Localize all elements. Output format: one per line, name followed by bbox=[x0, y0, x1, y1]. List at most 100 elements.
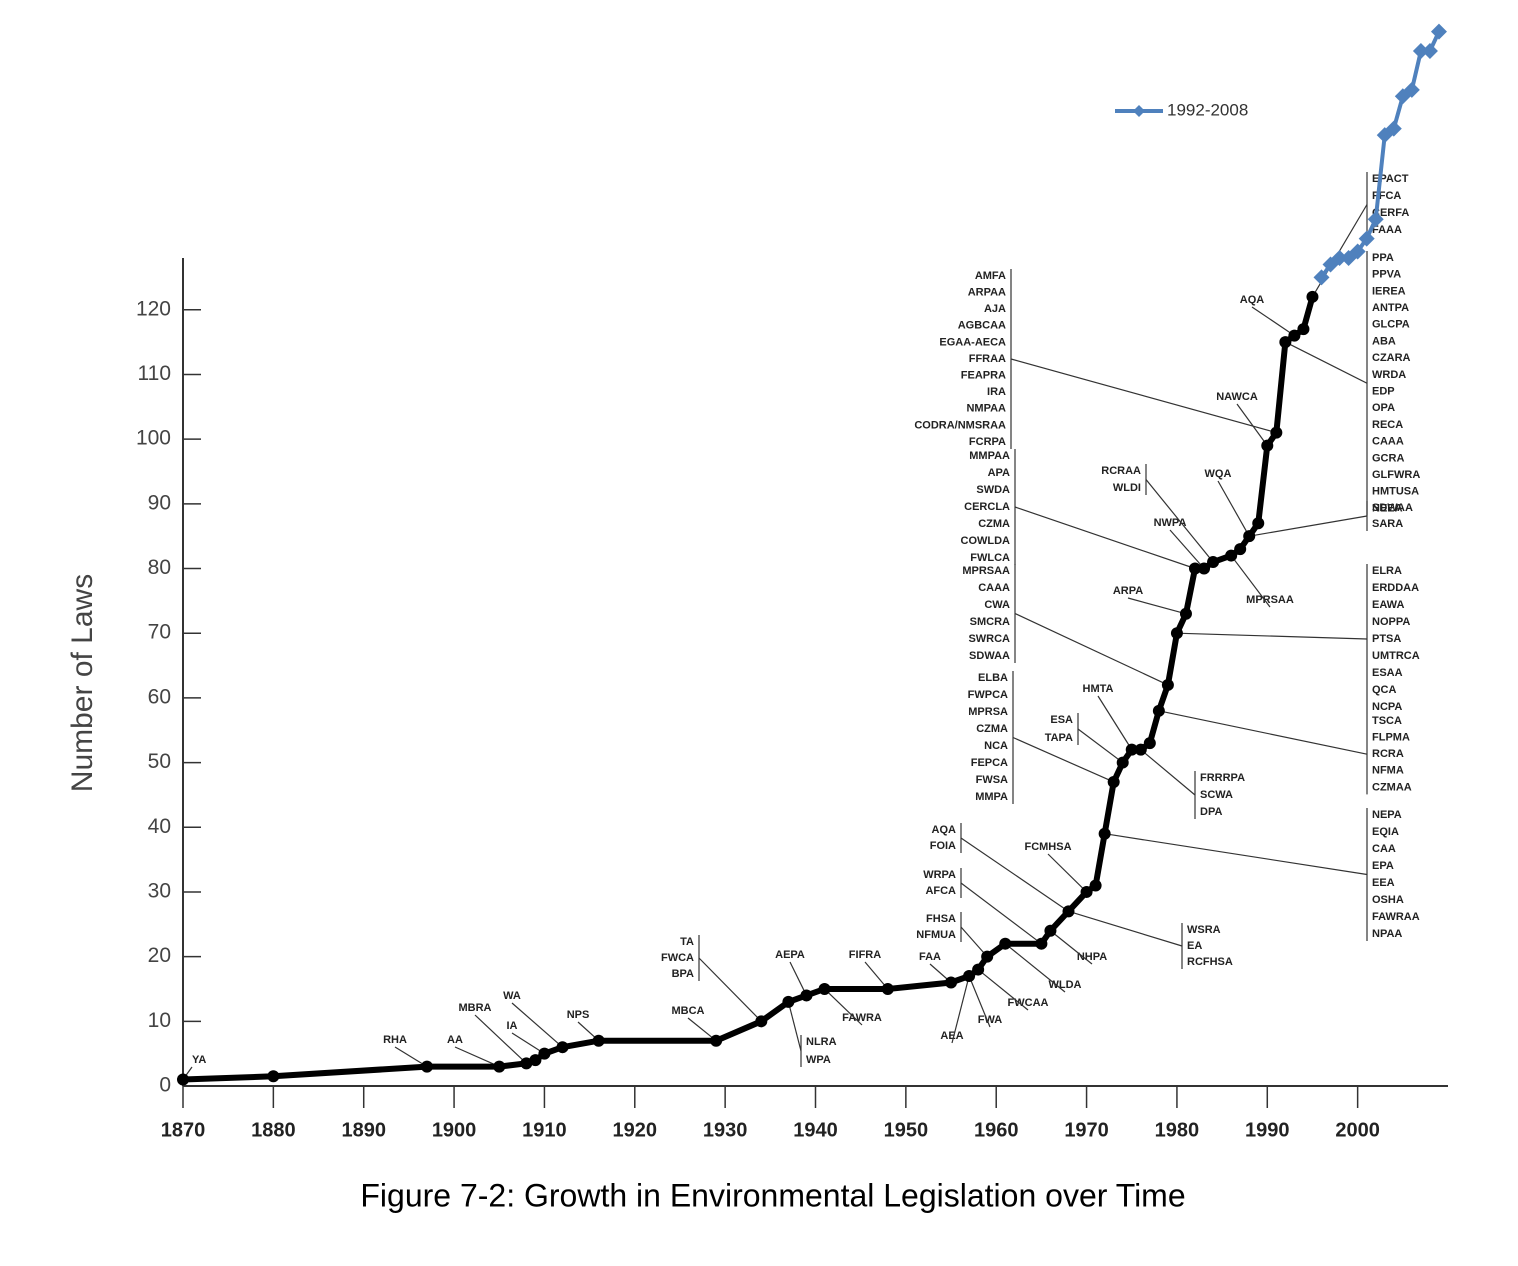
annotation-label: ERDDAA bbox=[1372, 582, 1419, 594]
annotation-label: GLCPA bbox=[1372, 319, 1410, 331]
annotation-label: FLPMA bbox=[1372, 732, 1410, 744]
annotation-label: PTSA bbox=[1372, 633, 1401, 645]
annotation-label: RHA bbox=[383, 1034, 407, 1046]
annotation-label: ANTPA bbox=[1372, 302, 1409, 314]
annotation-label: WPA bbox=[806, 1054, 831, 1066]
point bbox=[1062, 905, 1075, 918]
point bbox=[1035, 937, 1048, 950]
y-tick-label: 40 bbox=[148, 815, 171, 838]
annotation-label: NHPA bbox=[1077, 951, 1107, 963]
point bbox=[1170, 627, 1183, 640]
x-tick-label: 1940 bbox=[793, 1119, 838, 1141]
annotation-label: NFMA bbox=[1372, 765, 1404, 777]
annotation-label: WSRA bbox=[1187, 924, 1221, 936]
annotation-label: FFRAA bbox=[969, 353, 1006, 365]
point bbox=[818, 982, 831, 995]
series-line bbox=[1319, 30, 1441, 279]
point bbox=[1089, 879, 1102, 892]
annotation-label: EAWA bbox=[1372, 599, 1404, 611]
annotation-label: FIFRA bbox=[849, 949, 881, 961]
annotation-leader bbox=[1010, 358, 1277, 434]
annotation-leader bbox=[977, 969, 1029, 1011]
y-tick-label: 90 bbox=[148, 491, 171, 514]
annotation-leader bbox=[824, 988, 863, 1026]
annotation-label: MBRA bbox=[459, 1002, 492, 1014]
annotation-label: AQA bbox=[1240, 294, 1265, 306]
annotation-leader bbox=[960, 837, 1069, 912]
annotation-label: SMCRA bbox=[970, 616, 1010, 628]
annotation-leader bbox=[1097, 695, 1133, 750]
annotation-leader bbox=[394, 1046, 428, 1068]
annotation-leader bbox=[1217, 480, 1250, 537]
annotation-label: RECA bbox=[1372, 419, 1403, 431]
y-tick-label: 110 bbox=[138, 362, 171, 385]
annotation-label: FEPCA bbox=[971, 757, 1008, 769]
annotation-label: GCRA bbox=[1372, 452, 1404, 464]
annotation-label: MPRSAA bbox=[1246, 594, 1294, 606]
annotation-label: WA bbox=[503, 990, 521, 1002]
point bbox=[945, 976, 958, 989]
annotation-leader bbox=[1251, 306, 1295, 337]
point bbox=[1234, 543, 1247, 556]
annotation-label: NPAA bbox=[1372, 928, 1402, 940]
annotation-leader bbox=[789, 961, 808, 996]
annotation-label: NLRA bbox=[806, 1036, 837, 1048]
annotation-label: SWRCA bbox=[968, 633, 1010, 645]
y-axis-label: Number of Laws bbox=[66, 574, 99, 792]
point bbox=[963, 970, 976, 983]
annotation-leader bbox=[960, 926, 988, 958]
annotation-leader bbox=[1285, 341, 1368, 384]
annotation-label: WRDA bbox=[1372, 369, 1406, 381]
annotation-label: AJA bbox=[984, 303, 1006, 315]
annotation-label: CERFA bbox=[1372, 207, 1409, 219]
point bbox=[529, 1054, 542, 1067]
annotation-label: ESA bbox=[1050, 714, 1073, 726]
annotation-label: FCRPA bbox=[969, 436, 1006, 448]
annotation-leader bbox=[1140, 749, 1196, 796]
annotation-label: NCPA bbox=[1372, 701, 1402, 713]
point bbox=[1403, 81, 1420, 98]
annotation-leader bbox=[698, 957, 762, 1022]
point bbox=[420, 1060, 433, 1073]
point bbox=[520, 1057, 533, 1070]
annotation-label: GLFWRA bbox=[1372, 469, 1420, 481]
annotation-label: AMFA bbox=[975, 270, 1006, 282]
annotation-label: EQIA bbox=[1372, 826, 1399, 838]
annotation-leader bbox=[1050, 930, 1093, 965]
annotation-label: PPA bbox=[1372, 252, 1394, 264]
annotation-leader bbox=[1145, 479, 1214, 563]
point bbox=[755, 1015, 768, 1028]
annotation-label: FWPCA bbox=[968, 689, 1008, 701]
annotation-label: CODRA/NMSRAA bbox=[914, 419, 1006, 431]
annotation-label: YA bbox=[192, 1054, 206, 1066]
annotation-label: FAWRA bbox=[842, 1012, 882, 1024]
point bbox=[1358, 230, 1375, 247]
annotation-leader bbox=[951, 975, 970, 1044]
y-tick-label: 100 bbox=[136, 427, 171, 450]
annotation-label: FWCAA bbox=[1008, 997, 1049, 1009]
annotation-label: NEEA bbox=[1372, 502, 1403, 514]
annotation-label: ELRA bbox=[1372, 565, 1402, 577]
point bbox=[1207, 556, 1220, 569]
point bbox=[1080, 885, 1093, 898]
annotation-label: SDWAA bbox=[1372, 502, 1413, 514]
annotation-label: MPRSAA bbox=[962, 565, 1010, 577]
x-tick-label: 1910 bbox=[522, 1119, 567, 1141]
series-line bbox=[182, 296, 1316, 1083]
point bbox=[1430, 23, 1447, 40]
annotation-label: FHSA bbox=[926, 913, 956, 925]
x-tick-label: 1900 bbox=[432, 1119, 477, 1141]
annotation-label: FCMHSA bbox=[1024, 841, 1071, 853]
point bbox=[1189, 562, 1201, 575]
annotation-label: CZMAA bbox=[1372, 781, 1412, 793]
annotation-label: NCA bbox=[984, 740, 1008, 752]
annotation-label: FWLCA bbox=[970, 552, 1010, 564]
annotation-label: MMPAA bbox=[969, 450, 1010, 462]
annotation-leader bbox=[1068, 910, 1183, 947]
annotation-label: FAAA bbox=[1372, 224, 1402, 236]
annotation-leader bbox=[1004, 943, 1066, 993]
annotation-label: SWDA bbox=[976, 484, 1010, 496]
annotation-label: EPACT bbox=[1372, 173, 1409, 185]
annotation-label: MBCA bbox=[672, 1005, 705, 1017]
annotation-label: SDWAA bbox=[969, 650, 1010, 662]
